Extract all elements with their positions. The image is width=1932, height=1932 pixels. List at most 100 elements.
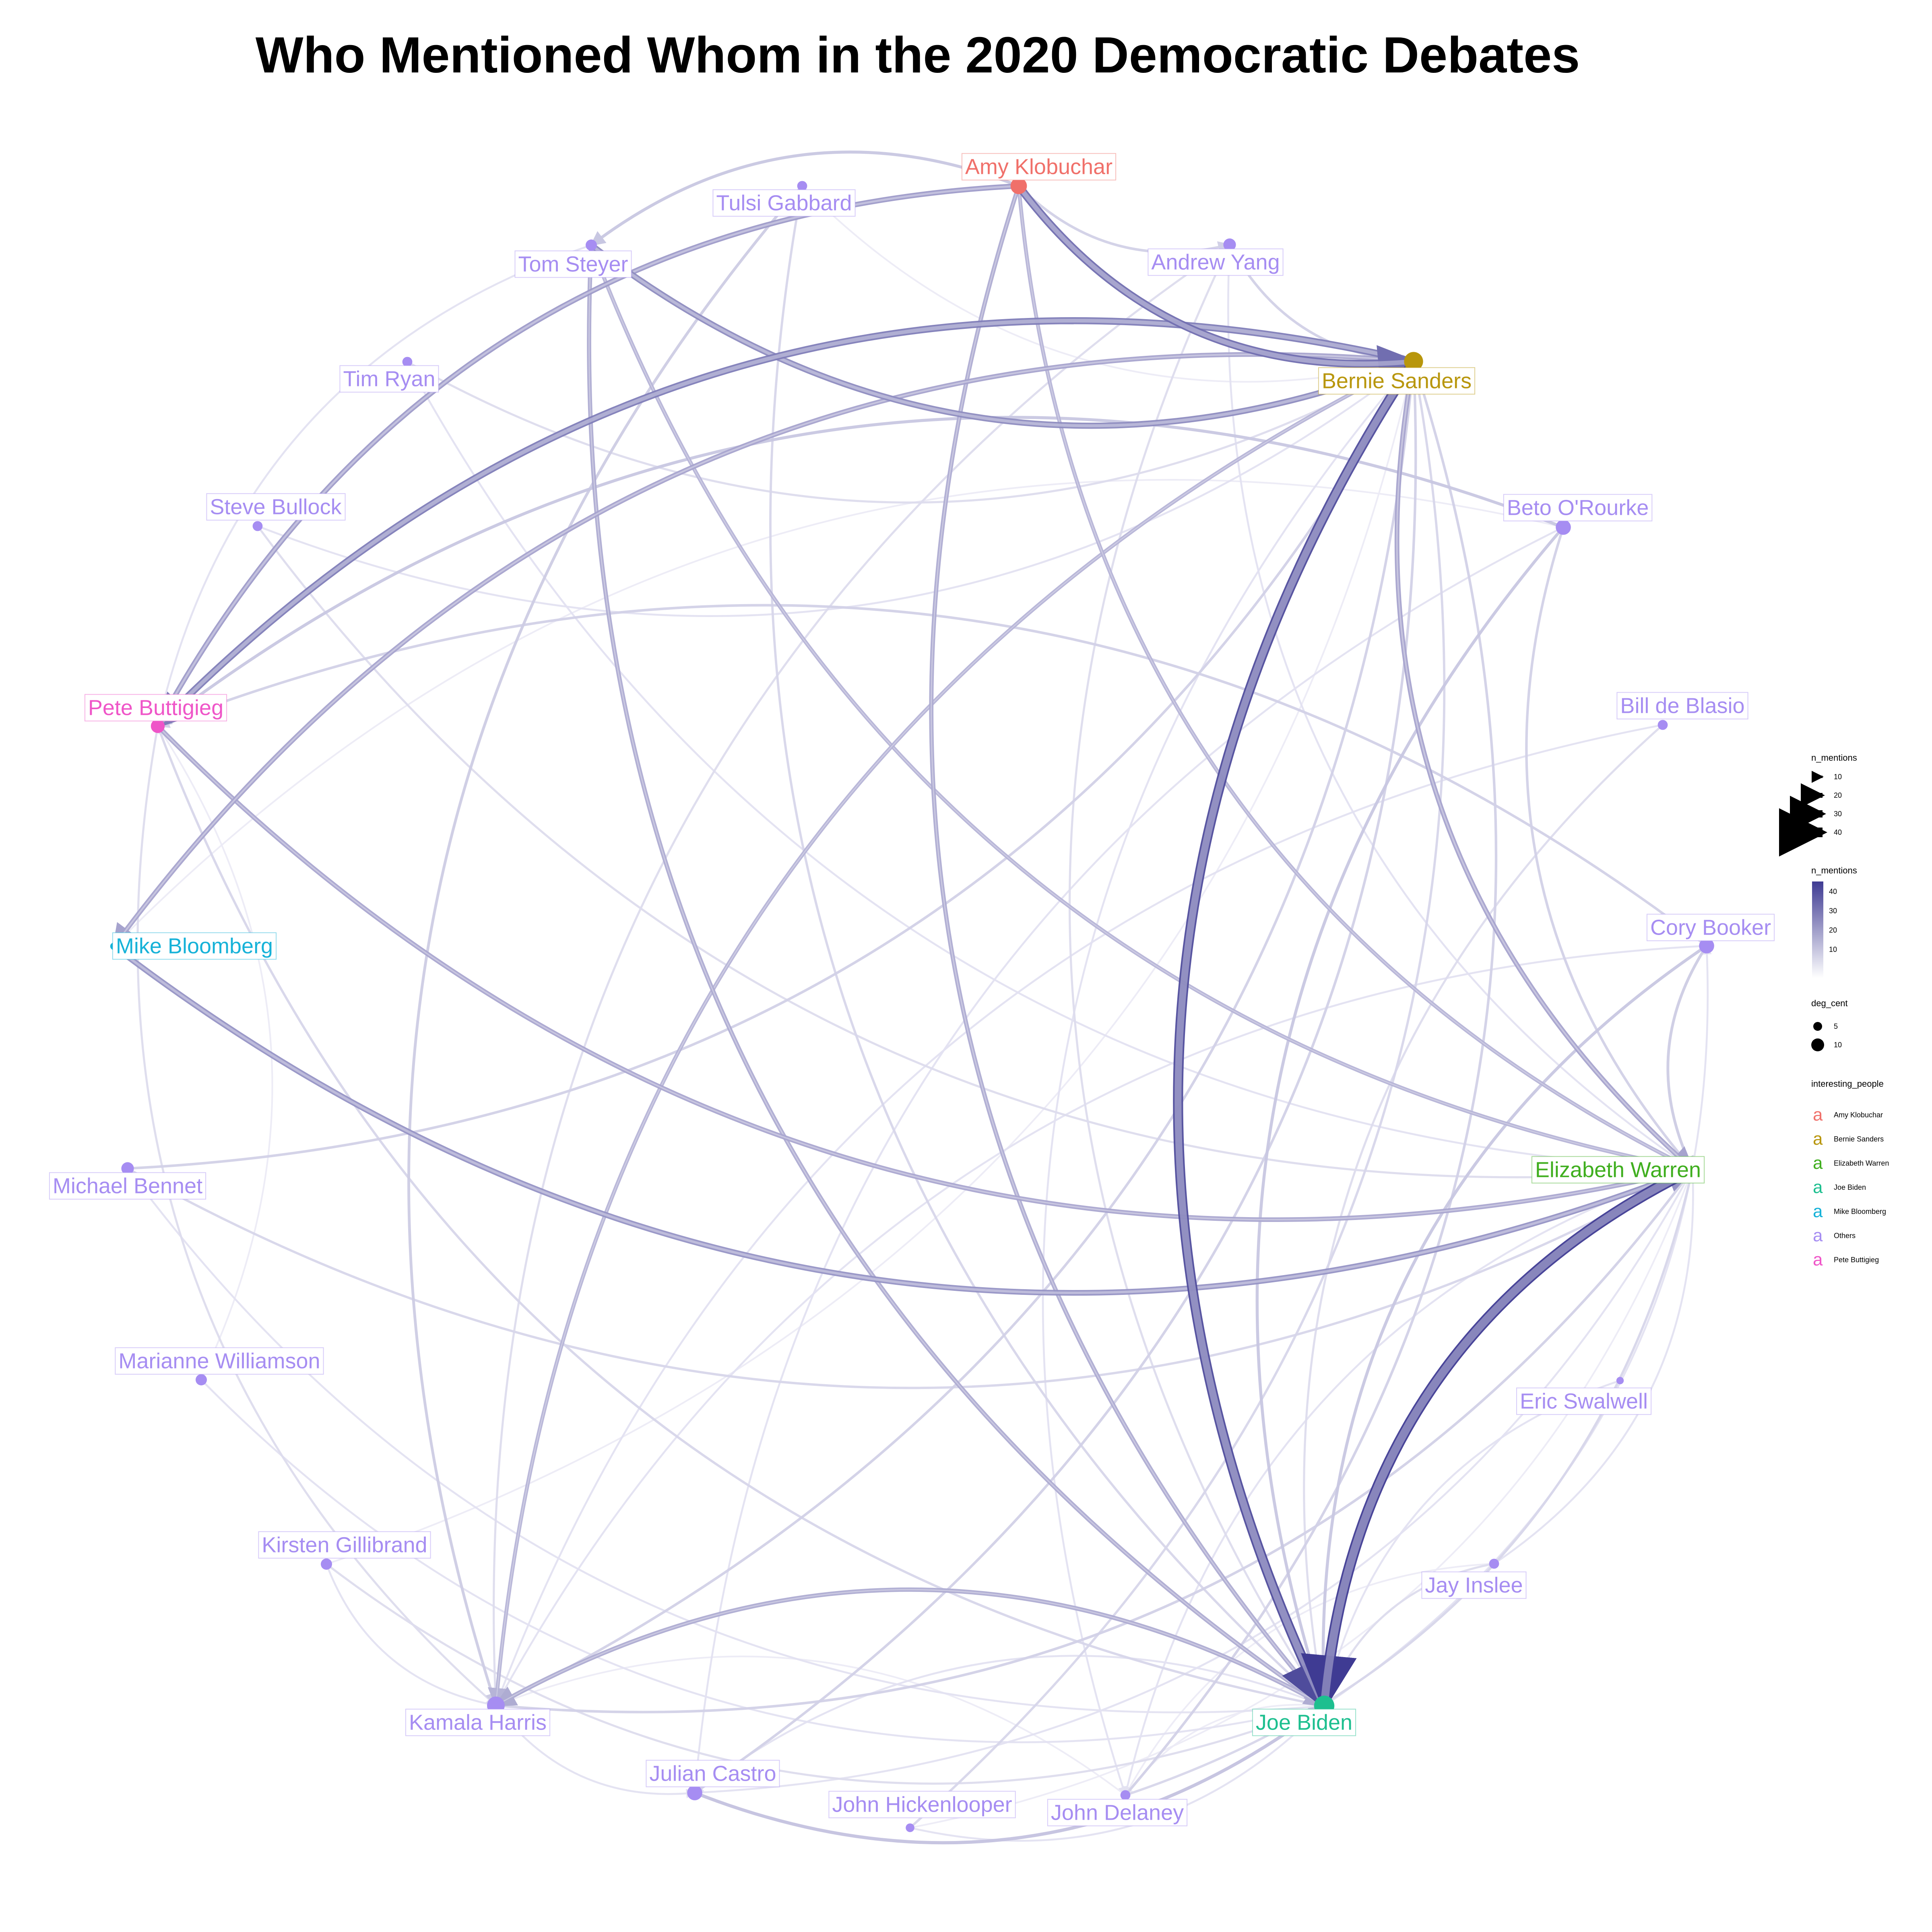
edge-highlight-bernie-to-harris bbox=[495, 361, 1414, 1706]
legend-deg-label: 10 bbox=[1834, 1041, 1842, 1049]
edge-deblasio-to-biden bbox=[1303, 724, 1664, 1707]
node-label-john-hickenlooper: John Hickenlooper bbox=[828, 1791, 1016, 1818]
legend-deg-title: deg_cent bbox=[1811, 998, 1848, 1008]
labels-layer: Amy Klobuchar Andrew Yang Bernie Sanders Be… bbox=[49, 153, 1775, 1827]
node-label-box bbox=[84, 694, 227, 722]
node-label-marianne-williamson: Marianne Williamson bbox=[115, 1347, 324, 1375]
edge-highlight-amy-to-bernie bbox=[1017, 184, 1414, 366]
edge-highlight-biden-to-harris bbox=[495, 1589, 1325, 1707]
legend-size-label: 20 bbox=[1834, 791, 1842, 799]
node-label-michael-bennet: Michael Bennet bbox=[49, 1172, 206, 1200]
legend-deg-scale: 5 10 bbox=[1811, 1022, 1842, 1051]
node-label-box bbox=[112, 932, 277, 960]
edge-pete-to-warren bbox=[155, 724, 1695, 1222]
edge-booker-to-pete bbox=[156, 604, 1708, 947]
edge-harris-to-bernie bbox=[494, 360, 1419, 1707]
edge-amy-to-bernie bbox=[1015, 182, 1418, 384]
legend-color-label: 10 bbox=[1829, 945, 1837, 954]
edge-pete-to-harris bbox=[136, 725, 497, 1707]
edge-highlight-bernie-to-biden bbox=[1174, 359, 1417, 1707]
edge-bennet-to-biden bbox=[126, 1167, 1325, 1713]
edge-highlight-amy-to-warren bbox=[1018, 186, 1693, 1170]
node-label-text: Marianne Williamson bbox=[118, 1349, 320, 1373]
node-label-text: Bernie Sanders bbox=[1322, 369, 1472, 393]
edge-warren-to-delaney bbox=[1123, 1168, 1694, 1796]
edge-highlight-amy-to-biden bbox=[931, 186, 1325, 1706]
legend-people-glyph: a bbox=[1813, 1105, 1823, 1125]
edge-highlight-steyer-to-bernie bbox=[590, 244, 1414, 427]
legend-people-label: Mike Bloomberg bbox=[1834, 1208, 1886, 1216]
node-label-text: Amy Klobuchar bbox=[965, 155, 1113, 179]
node-label-text: Mike Bloomberg bbox=[116, 934, 273, 958]
node-label-text: Steve Bullock bbox=[210, 495, 342, 519]
edge-ryan-to-warren bbox=[406, 361, 1694, 1174]
node-julian-castro bbox=[687, 1785, 702, 1800]
node-label-box bbox=[1516, 1387, 1652, 1415]
node-label-text: Kirsten Gillibrand bbox=[262, 1533, 427, 1557]
edge-highlight-steyer-to-warren bbox=[591, 245, 1693, 1170]
node-label-box bbox=[1047, 1799, 1188, 1827]
node-kirsten-gillibrand bbox=[321, 1558, 332, 1570]
legend-people-glyph: a bbox=[1813, 1129, 1823, 1149]
node-john-delaney bbox=[1120, 1790, 1131, 1800]
node-steve-bullock bbox=[252, 521, 263, 531]
node-label-box bbox=[1252, 1709, 1356, 1736]
node-label-box bbox=[49, 1172, 206, 1200]
node-label-box bbox=[712, 189, 856, 217]
node-label-box bbox=[115, 1347, 324, 1375]
legend-color-label: 20 bbox=[1829, 926, 1837, 934]
node-label-text: Tom Steyer bbox=[518, 252, 628, 276]
node-label-amy-klobuchar: Amy Klobuchar bbox=[961, 153, 1117, 181]
node-label-bill-de-blasio: Bill de Blasio bbox=[1616, 692, 1748, 720]
edge-booker-to-harris bbox=[495, 945, 1708, 1707]
edge-williamson-to-biden bbox=[200, 1379, 1325, 1743]
node-label-box bbox=[339, 365, 439, 393]
node-label-andrew-yang: Andrew Yang bbox=[1148, 248, 1284, 276]
edges-layer bbox=[111, 151, 1712, 1845]
node-label-text: Eric Swalwell bbox=[1520, 1389, 1648, 1413]
edge-steyer-to-biden bbox=[587, 243, 1327, 1708]
edge-castro-to-biden bbox=[693, 1704, 1326, 1845]
node-label-text: Tulsi Gabbard bbox=[716, 191, 852, 215]
node-label-elizabeth-warren: Elizabeth Warren bbox=[1531, 1156, 1705, 1184]
node-eric-swalwell bbox=[1616, 1377, 1624, 1385]
edge-booker-to-warren bbox=[1666, 944, 1708, 1171]
legend-deg-label: 5 bbox=[1834, 1022, 1838, 1030]
edge-highlight-pete-to-warren bbox=[157, 725, 1693, 1220]
edge-pete-to-biden bbox=[157, 725, 1325, 1710]
edge-gillibrand-to-biden bbox=[325, 1563, 1325, 1785]
edge-warren-to-biden bbox=[1301, 1164, 1698, 1711]
legend-size-label: 10 bbox=[1834, 773, 1842, 781]
node-label-eric-swalwell: Eric Swalwell bbox=[1516, 1387, 1652, 1415]
edge-bennet-to-warren bbox=[126, 1167, 1694, 1389]
edge-bennet-to-bernie bbox=[126, 360, 1415, 1170]
node-label-joe-biden: Joe Biden bbox=[1252, 1709, 1356, 1736]
node-label-box bbox=[1646, 914, 1775, 941]
node-label-box bbox=[258, 1531, 431, 1559]
legend-people-label: Joe Biden bbox=[1834, 1183, 1866, 1191]
node-john-hickenlooper bbox=[906, 1823, 914, 1832]
legend-people-glyph: a bbox=[1813, 1226, 1823, 1245]
node-label-text: Cory Booker bbox=[1650, 915, 1771, 939]
legend-size-label: 40 bbox=[1834, 828, 1842, 836]
node-label-box bbox=[1421, 1571, 1527, 1599]
edge-williamson-to-pete bbox=[157, 725, 273, 1381]
node-label-box bbox=[206, 493, 346, 521]
node-label-kamala-harris: Kamala Harris bbox=[405, 1709, 551, 1736]
legend-color-label: 30 bbox=[1829, 907, 1837, 915]
node-beto-o-rourke bbox=[1556, 520, 1571, 535]
node-label-text: Kamala Harris bbox=[409, 1710, 547, 1734]
node-tim-ryan bbox=[402, 357, 413, 367]
legend-deg-dot bbox=[1813, 1022, 1822, 1031]
edge-bullock-to-warren bbox=[256, 525, 1694, 1179]
node-bernie-sanders bbox=[1404, 352, 1423, 371]
edge-amy-to-biden bbox=[929, 184, 1327, 1708]
node-label-tulsi-gabbard: Tulsi Gabbard bbox=[712, 189, 856, 217]
edge-amy-to-warren bbox=[1017, 184, 1695, 1171]
edge-gabbard-to-biden bbox=[769, 185, 1325, 1707]
legend-color-scale: 40 30 20 10 bbox=[1812, 881, 1837, 978]
edge-swalwell-to-biden bbox=[1321, 1379, 1621, 1707]
edge-beto-to-warren bbox=[1525, 526, 1694, 1171]
legend-people-title: interesting_people bbox=[1811, 1079, 1884, 1089]
